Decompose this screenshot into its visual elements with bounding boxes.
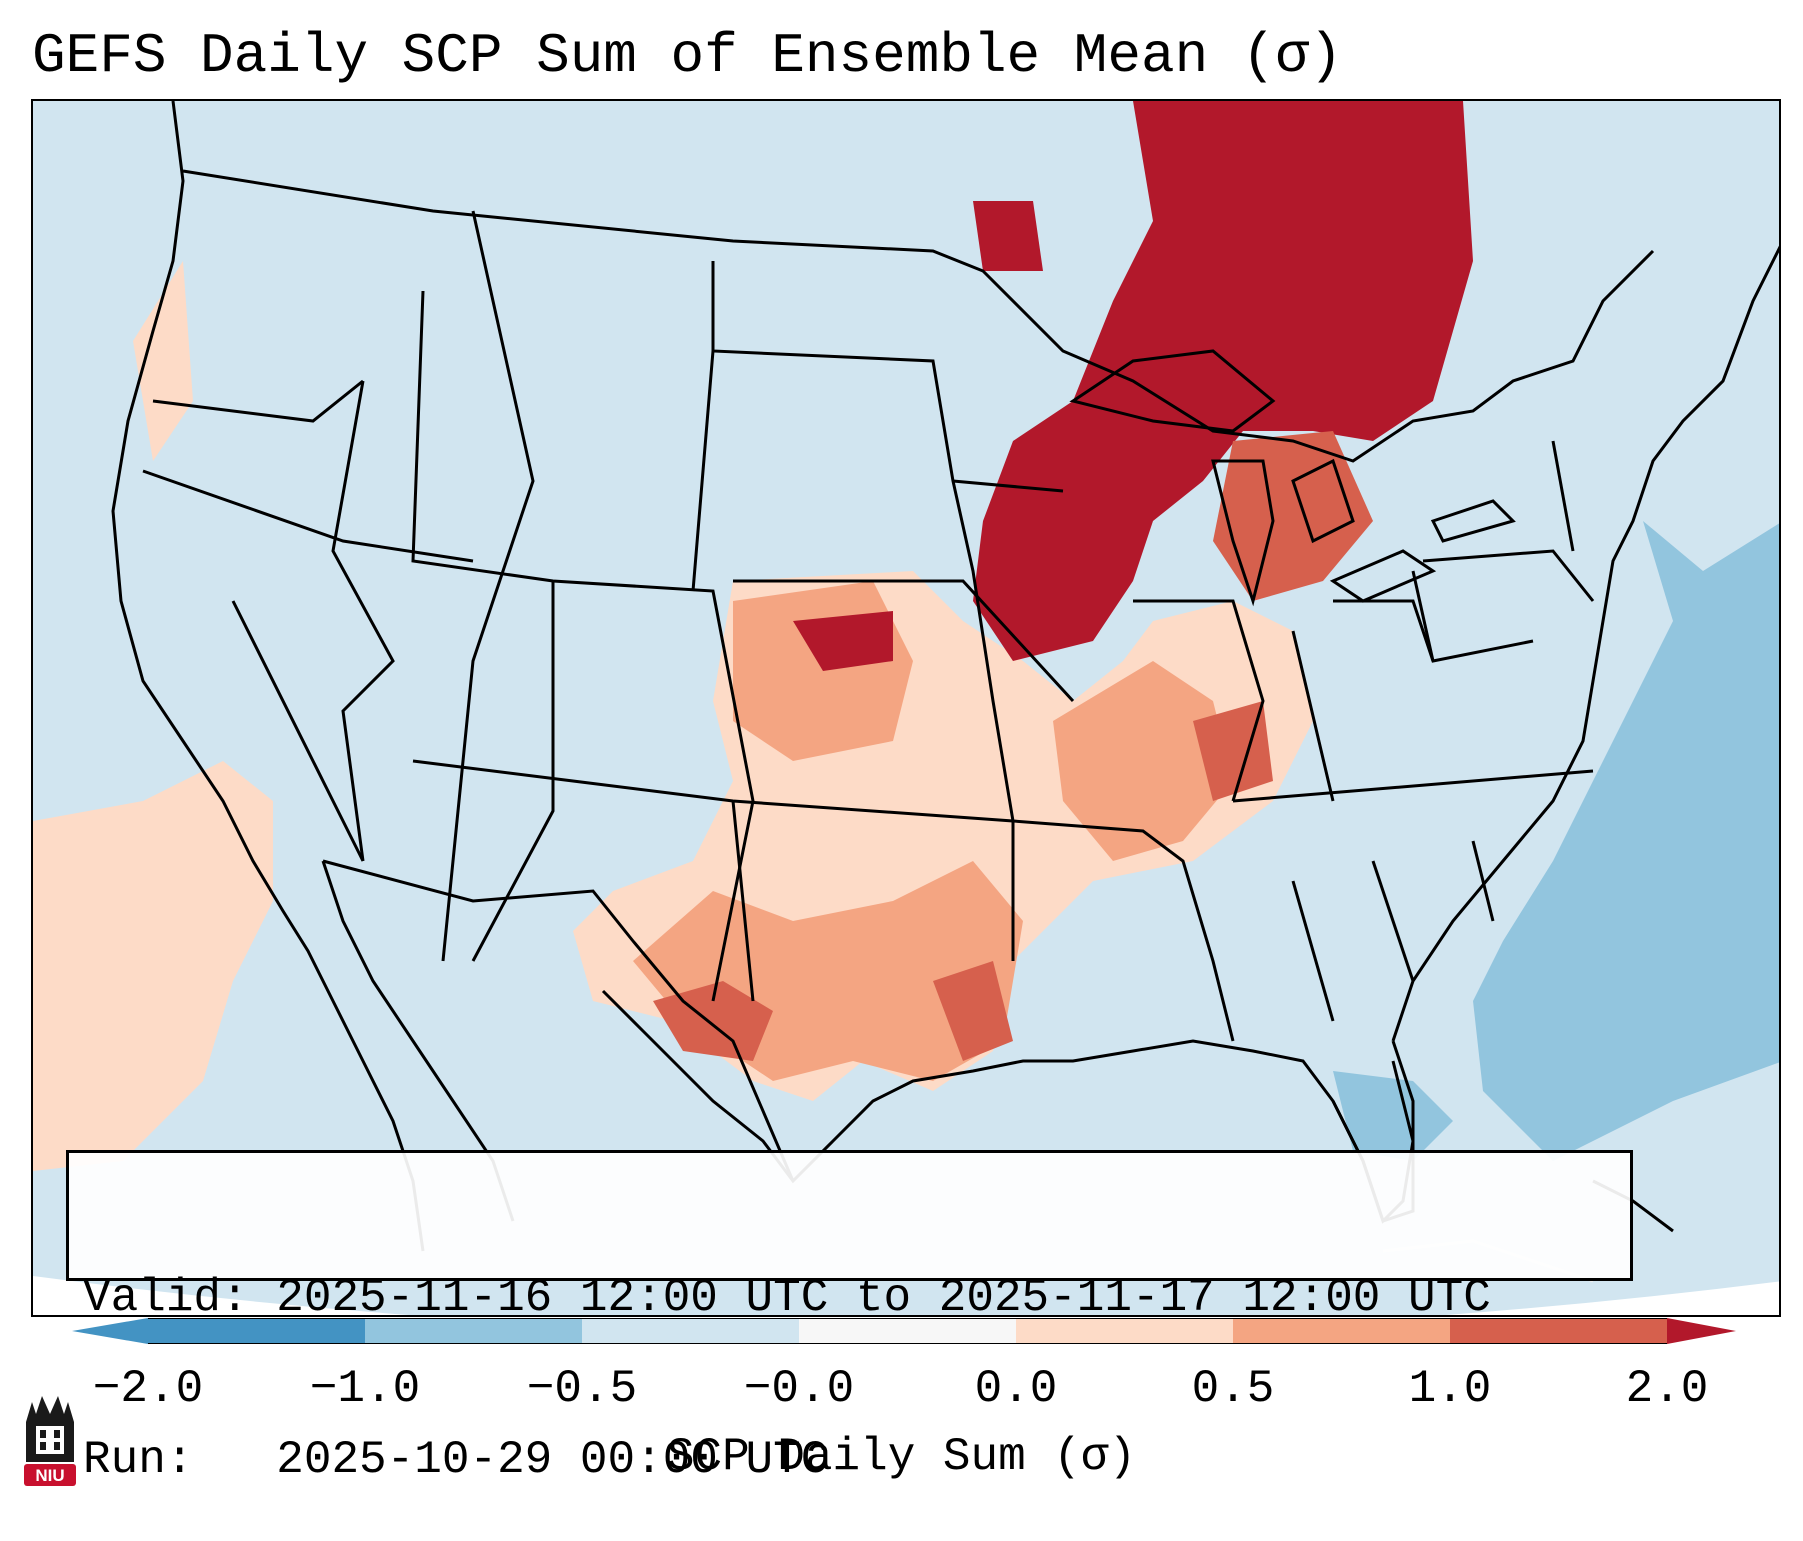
validity-info-box: Valid: 2025-11-16 12:00 UTC to 2025-11-1… <box>66 1150 1633 1486</box>
map-panel <box>31 99 1781 1317</box>
run-time-text: Run: 2025-10-29 00:00 UTC <box>83 1434 829 1486</box>
valid-time-text: Valid: 2025-11-16 12:00 UTC to 2025-11-1… <box>83 1272 1491 1324</box>
colorbar-tick-label: 2.0 <box>1625 1363 1709 1415</box>
colorbar-tick-label: 0.0 <box>974 1363 1058 1415</box>
colorbar-extend-low <box>72 1318 148 1344</box>
colorbar-label: SCP Daily Sum (σ) <box>666 1431 1137 1483</box>
midwest-moderate-region <box>1053 661 1233 861</box>
colorbar-extend-high <box>1667 1318 1736 1344</box>
map-svg <box>33 101 1779 1315</box>
canada-patch-region <box>973 201 1043 271</box>
colorbar-segment <box>1233 1318 1450 1344</box>
atlantic-negative-region <box>1473 521 1779 1161</box>
michigan-high-region <box>1213 431 1373 601</box>
colorbar-segment <box>582 1318 799 1344</box>
colorbar-tick-label: −0.0 <box>743 1363 855 1415</box>
colorbar-segment <box>1450 1318 1667 1344</box>
colorbar-segment <box>365 1318 582 1344</box>
gulf-negative-patch <box>1333 1071 1453 1161</box>
colorbar-tick-label: 0.5 <box>1191 1363 1275 1415</box>
pacific-nw-region <box>133 261 193 461</box>
colorbar-tick-label: −1.0 <box>309 1363 421 1415</box>
logo-text: NIU <box>35 1466 64 1485</box>
illinois-high-region <box>1193 701 1273 801</box>
colorbar-segment <box>799 1318 1016 1344</box>
domain-edge <box>33 1276 1779 1315</box>
niu-logo: NIU <box>24 1396 76 1486</box>
colorbar-segment <box>1016 1318 1233 1344</box>
pacific-positive-region <box>33 761 273 1171</box>
colorbar <box>72 1318 1736 1344</box>
map-title: GEFS Daily SCP Sum of Ensemble Mean (σ) <box>32 24 1343 88</box>
nebraska-max-region <box>793 611 893 671</box>
colorbar-tick-label: −0.5 <box>526 1363 638 1415</box>
colorbar-segment <box>148 1318 365 1344</box>
colorbar-tick-label: 1.0 <box>1408 1363 1492 1415</box>
east-texas-high-region <box>933 961 1013 1061</box>
colorbar-tick-label: −2.0 <box>92 1363 204 1415</box>
great-lakes-max-region <box>973 101 1473 661</box>
